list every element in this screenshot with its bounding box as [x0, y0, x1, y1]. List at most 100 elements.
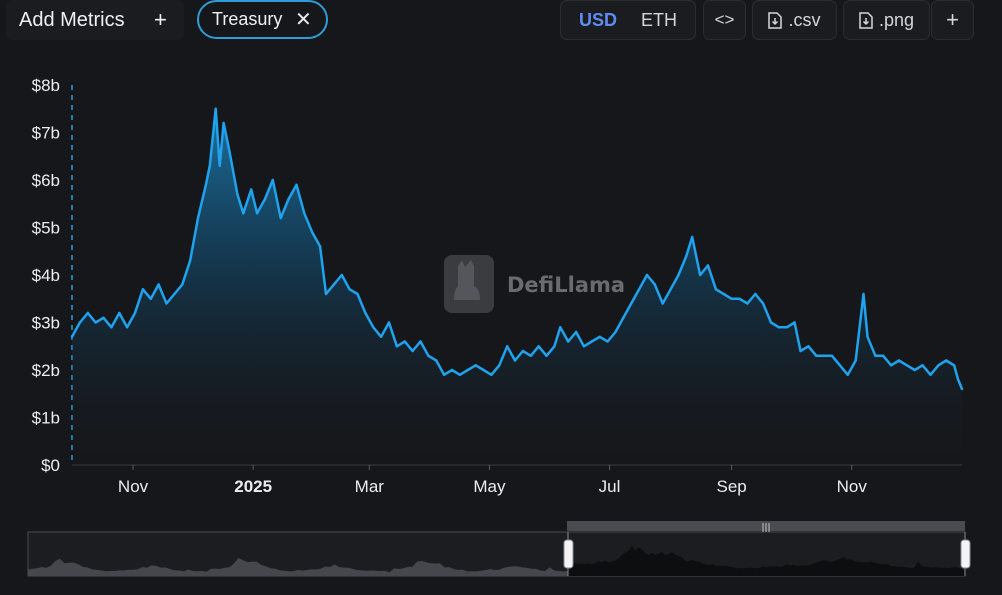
brush-mini-area-selected: [568, 546, 965, 576]
data-point: [118, 311, 121, 315]
data-point: [685, 254, 688, 258]
llama-head-icon: [454, 260, 480, 300]
data-point: [730, 297, 733, 300]
data-point: [866, 335, 869, 338]
data-point: [348, 288, 351, 291]
currency-eth-option[interactable]: ETH: [641, 9, 677, 30]
data-point: [905, 364, 909, 367]
data-point: [945, 359, 948, 362]
data-point: [403, 340, 406, 343]
embed-button[interactable]: <>: [703, 0, 746, 40]
data-point: [295, 183, 298, 186]
data-point: [799, 349, 802, 353]
data-point: [482, 368, 485, 372]
data-point: [395, 345, 399, 348]
data-point: [208, 164, 211, 167]
data-point: [287, 197, 290, 201]
metric-chip-treasury[interactable]: Treasury ✕: [197, 0, 328, 39]
data-point: [807, 345, 810, 348]
data-point: [474, 364, 477, 367]
data-point: [356, 292, 359, 296]
data-point: [882, 354, 885, 357]
data-point: [242, 212, 245, 215]
plus-icon: +: [946, 7, 959, 32]
data-point: [622, 316, 625, 319]
data-point: [411, 349, 414, 353]
data-point: [653, 283, 656, 286]
data-point: [823, 354, 826, 357]
data-point: [70, 335, 74, 338]
data-point: [324, 292, 328, 296]
data-point: [838, 364, 842, 367]
data-point: [537, 345, 540, 348]
data-point: [606, 340, 609, 343]
csv-label: .csv: [788, 9, 821, 30]
data-point: [442, 373, 446, 376]
data-point: [661, 302, 664, 305]
y-tick-label: $0: [41, 456, 60, 475]
data-point: [815, 354, 818, 357]
data-point: [94, 321, 97, 324]
data-point: [590, 340, 593, 343]
defillama-watermark: DefiLlama: [444, 255, 625, 313]
brush-selection-bar[interactable]: [567, 521, 965, 531]
data-point: [188, 259, 192, 262]
data-point: [506, 345, 509, 348]
brush-left-handle[interactable]: [563, 539, 574, 569]
data-point: [567, 340, 570, 343]
metric-chip-label: Treasury: [212, 9, 283, 29]
data-point: [204, 183, 208, 186]
data-point: [303, 212, 306, 215]
data-point: [706, 264, 710, 267]
y-tick-label: $6b: [32, 171, 60, 190]
series-points: [70, 107, 964, 391]
data-point: [929, 373, 932, 376]
x-tick-label: 2025: [234, 477, 272, 496]
add-metrics-button[interactable]: Add Metrics +: [6, 0, 184, 40]
data-point: [372, 326, 375, 329]
data-point: [645, 273, 649, 277]
y-tick-label: $5b: [32, 219, 60, 238]
x-tick-label: Sep: [716, 477, 746, 496]
x-tick-label: Nov: [118, 477, 149, 496]
download-png-button[interactable]: .png: [843, 0, 930, 40]
data-point: [255, 212, 259, 215]
range-selector[interactable]: |||: [0, 518, 1002, 580]
data-point: [746, 302, 749, 305]
data-point: [157, 283, 160, 286]
data-point: [529, 354, 532, 357]
treasury-area-chart[interactable]: $0 $1b $2b $3b $4b $5b $6b $7b $8b Nov 2025 Mar May…: [0, 60, 1002, 510]
brush-right-handle[interactable]: [960, 539, 971, 569]
data-point: [956, 378, 960, 381]
more-options-button[interactable]: +: [931, 0, 974, 40]
y-tick-label: $2b: [32, 361, 60, 380]
data-point: [214, 107, 217, 110]
data-point: [466, 368, 469, 372]
y-tick-label: $1b: [32, 409, 60, 428]
data-point: [263, 197, 267, 201]
data-point: [133, 311, 137, 315]
x-tick-label: May: [473, 477, 506, 496]
data-point: [311, 231, 314, 234]
data-point: [228, 150, 231, 153]
data-point: [691, 235, 694, 239]
data-point: [785, 326, 788, 329]
brush-grip-icon: |||: [761, 523, 770, 533]
file-download-icon: [768, 11, 783, 29]
currency-usd-option[interactable]: USD: [578, 9, 617, 30]
data-point: [427, 354, 430, 357]
data-point: [165, 302, 168, 305]
data-point: [379, 335, 383, 338]
data-point: [614, 330, 617, 334]
data-point: [271, 178, 274, 182]
watermark-text: DefiLlama: [507, 273, 625, 297]
data-point: [582, 345, 586, 348]
close-icon[interactable]: ✕: [295, 9, 312, 31]
data-point: [364, 311, 367, 315]
file-download-icon: [859, 11, 873, 29]
currency-toggle: USD ETH: [560, 0, 696, 40]
data-point: [181, 283, 184, 286]
data-point: [498, 364, 501, 367]
y-tick-label: $8b: [32, 76, 60, 95]
download-csv-button[interactable]: .csv: [752, 0, 837, 40]
